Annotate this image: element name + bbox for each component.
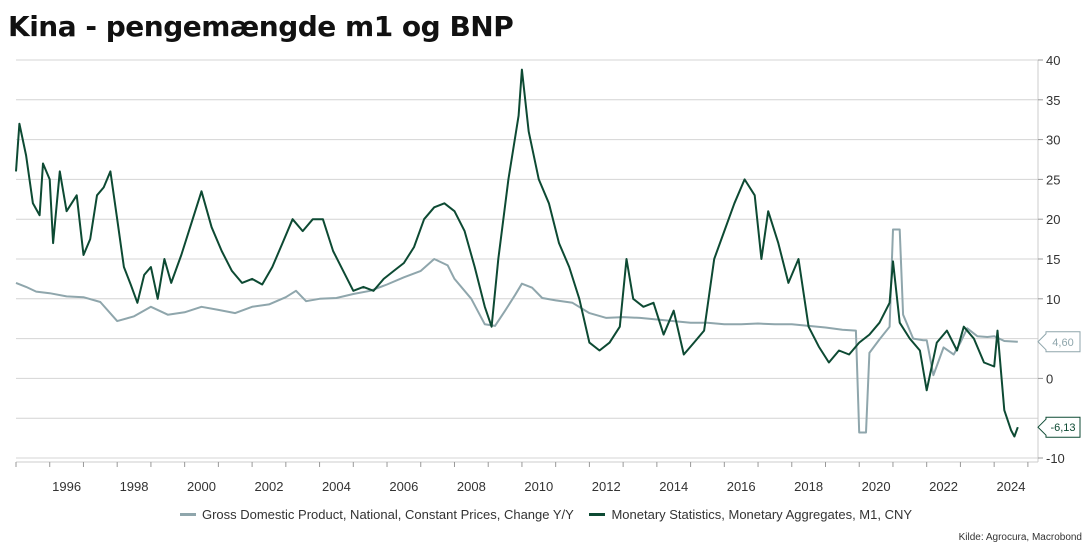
- y-tick-label: 10: [1046, 292, 1060, 307]
- legend-swatch-m1: [589, 513, 606, 516]
- x-tick-label: 2020: [862, 479, 891, 494]
- x-tick-label: 2016: [727, 479, 756, 494]
- x-tick-label: 2002: [255, 479, 284, 494]
- y-tick-label: 30: [1046, 133, 1060, 148]
- m1-series-line: [15, 68, 1019, 438]
- gdp-last-value-box: [1037, 331, 1081, 353]
- y-tick-label: -10: [1046, 451, 1065, 466]
- legend-label-gdp: Gross Domestic Product, National, Consta…: [201, 507, 574, 522]
- legend-item-gdp: Gross Domestic Product, National, Consta…: [179, 507, 574, 522]
- chart-title: Kina - pengemængde m1 og BNP: [8, 10, 514, 43]
- y-tick-label: 0: [1046, 371, 1053, 386]
- x-tick-label: 2022: [929, 479, 958, 494]
- x-tick-label: 2024: [997, 479, 1026, 494]
- gdp-series-line: [15, 228, 1018, 434]
- y-tick-label: 15: [1046, 252, 1060, 267]
- source-note: Kilde: Agrocura, Macrobond: [958, 532, 1082, 543]
- x-tick-label: 1996: [52, 479, 81, 494]
- m1-last-value-box: [1037, 416, 1081, 438]
- x-tick-label: 2004: [322, 479, 351, 494]
- y-tick-label: 35: [1046, 93, 1060, 108]
- legend-label-m1: Monetary Statistics, Monetary Aggregates…: [611, 507, 913, 522]
- legend-swatch-gdp: [179, 513, 196, 516]
- x-tick-label: 2014: [659, 479, 688, 494]
- gdp-last-value-label: 4,60: [1052, 337, 1073, 349]
- m1-last-value-label: -6,13: [1050, 422, 1075, 434]
- chart-legend: Gross Domestic Product, National, Consta…: [0, 504, 1092, 522]
- y-tick-label: 40: [1046, 53, 1060, 68]
- x-tick-label: 2008: [457, 479, 486, 494]
- x-tick-label: 1998: [120, 479, 149, 494]
- x-tick-label: 2010: [524, 479, 553, 494]
- y-tick-label: 25: [1046, 172, 1060, 187]
- y-tick-label: 20: [1046, 212, 1060, 227]
- legend-item-m1: Monetary Statistics, Monetary Aggregates…: [589, 507, 912, 522]
- x-tick-label: 2012: [592, 479, 621, 494]
- x-tick-label: 2000: [187, 479, 216, 494]
- x-tick-label: 2018: [794, 479, 823, 494]
- x-tick-label: 2006: [389, 479, 418, 494]
